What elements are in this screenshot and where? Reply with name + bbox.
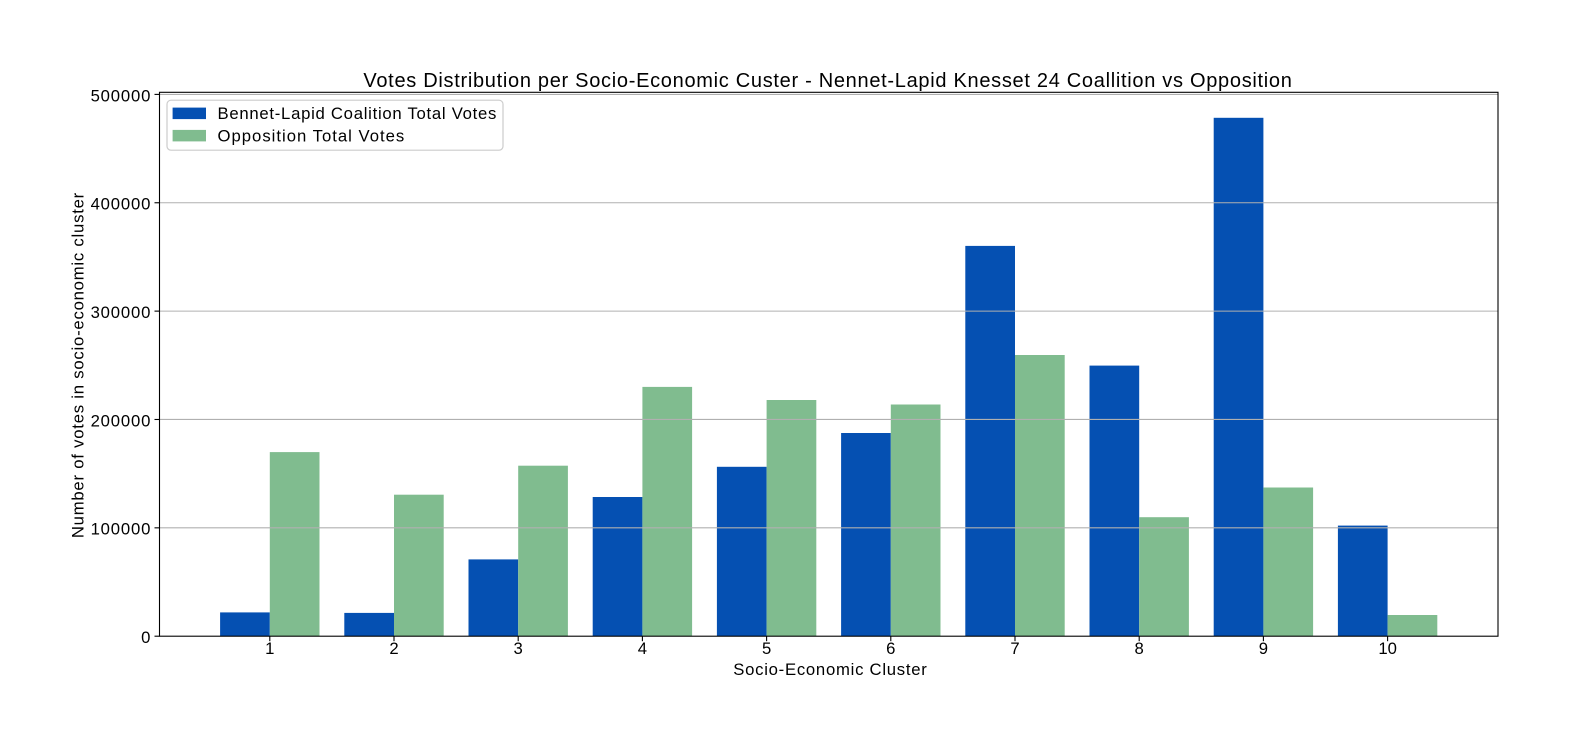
svg-text:4: 4	[638, 639, 647, 658]
svg-text:8: 8	[1135, 639, 1144, 658]
svg-text:5: 5	[762, 639, 771, 658]
svg-text:200000: 200000	[91, 411, 152, 430]
svg-text:400000: 400000	[91, 195, 152, 214]
svg-text:3: 3	[514, 639, 523, 658]
svg-text:6: 6	[886, 639, 895, 658]
svg-text:Bennet-Lapid Coalition Total V: Bennet-Lapid Coalition Total Votes	[218, 104, 498, 123]
svg-text:Votes Distribution per Socio-E: Votes Distribution per Socio-Economic Cu…	[363, 70, 1292, 92]
svg-text:300000: 300000	[91, 303, 152, 322]
svg-text:Opposition Total Votes: Opposition Total Votes	[218, 127, 406, 146]
svg-text:9: 9	[1259, 639, 1268, 658]
svg-text:7: 7	[1010, 639, 1019, 658]
svg-text:Socio-Economic Cluster: Socio-Economic Cluster	[733, 660, 927, 679]
svg-text:1: 1	[265, 639, 274, 658]
svg-text:Number of votes in socio-econo: Number of votes in socio-economic cluste…	[68, 192, 87, 538]
svg-text:0: 0	[141, 628, 151, 647]
svg-text:2: 2	[389, 639, 398, 658]
svg-text:100000: 100000	[91, 520, 152, 539]
svg-text:10: 10	[1378, 639, 1397, 658]
svg-text:500000: 500000	[91, 86, 152, 105]
